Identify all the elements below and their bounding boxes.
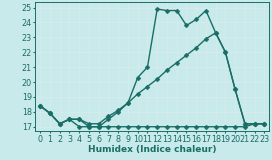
X-axis label: Humidex (Indice chaleur): Humidex (Indice chaleur) <box>88 145 217 154</box>
